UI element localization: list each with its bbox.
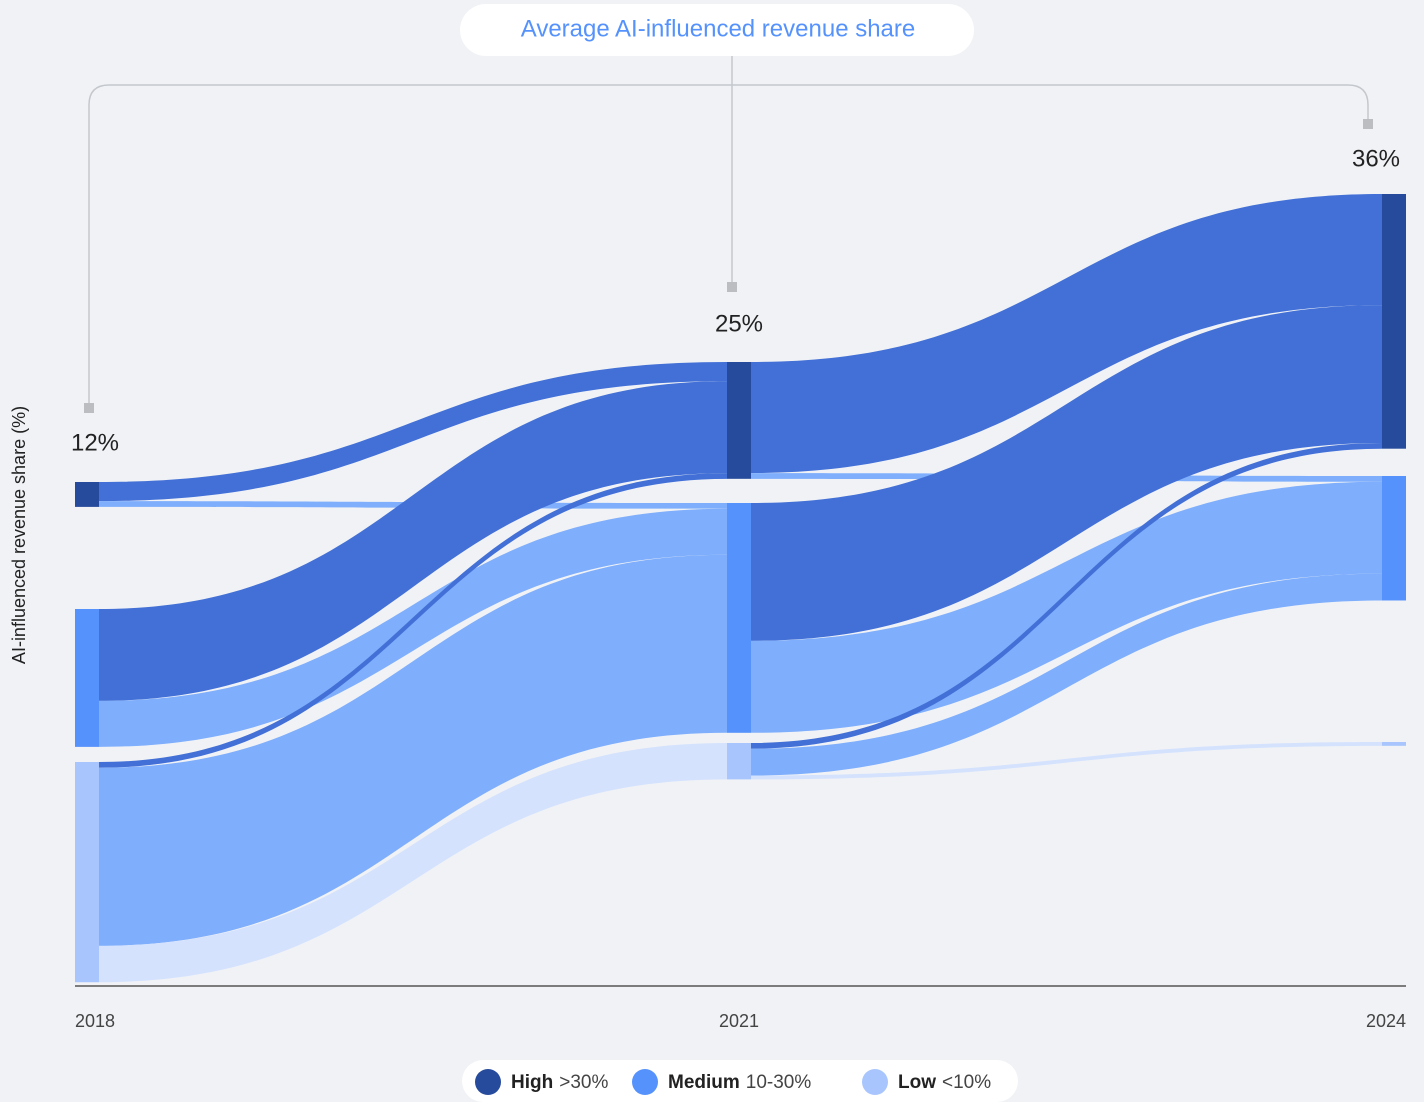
legend-range: <10% bbox=[942, 1072, 991, 1093]
legend-swatch bbox=[475, 1069, 501, 1095]
legend-name: High bbox=[511, 1072, 553, 1093]
node bbox=[75, 762, 99, 983]
average-label: 25% bbox=[715, 310, 763, 337]
x-tick-label: 2021 bbox=[719, 1011, 759, 1031]
node bbox=[727, 362, 751, 479]
average-label: 36% bbox=[1352, 145, 1400, 172]
average-marker bbox=[84, 403, 94, 413]
node bbox=[75, 482, 99, 507]
average-label: 12% bbox=[71, 429, 119, 456]
flow bbox=[751, 194, 1382, 474]
node bbox=[1382, 742, 1406, 746]
legend-name: Low bbox=[898, 1072, 936, 1093]
flow bbox=[99, 508, 727, 747]
x-tick-label: 2024 bbox=[1366, 1011, 1406, 1031]
flow bbox=[751, 573, 1382, 776]
flow bbox=[751, 305, 1382, 641]
flow bbox=[99, 554, 727, 946]
legend: High >30% Medium 10-30% Low <10% bbox=[475, 1069, 991, 1095]
bracket bbox=[88, 84, 1369, 408]
flows bbox=[99, 194, 1382, 983]
flow bbox=[99, 381, 727, 701]
chart-title: Average AI-influenced revenue share bbox=[521, 15, 916, 42]
node bbox=[727, 743, 751, 780]
title-pill bbox=[460, 4, 974, 56]
flow bbox=[99, 362, 727, 502]
flow bbox=[751, 481, 1382, 733]
legend-range: 10-30% bbox=[746, 1072, 812, 1093]
node bbox=[75, 609, 99, 747]
legend-swatch bbox=[632, 1069, 658, 1095]
y-axis-label: AI-influenced revenue share (%) bbox=[9, 406, 29, 664]
flow bbox=[751, 742, 1382, 780]
legend-entry: Low <10% bbox=[898, 1072, 991, 1093]
node bbox=[1382, 476, 1406, 601]
legend-entry: Medium 10-30% bbox=[668, 1072, 811, 1093]
average-marker bbox=[727, 282, 737, 292]
flow bbox=[751, 442, 1382, 749]
legend-name: Medium bbox=[668, 1072, 740, 1093]
x-tick-label: 2018 bbox=[75, 1011, 115, 1031]
node bbox=[727, 503, 751, 733]
legend-swatch bbox=[862, 1069, 888, 1095]
node bbox=[1382, 194, 1406, 449]
flow bbox=[99, 473, 727, 768]
nodes bbox=[75, 194, 1406, 983]
legend-range: >30% bbox=[559, 1072, 608, 1093]
legend-entry: High >30% bbox=[511, 1072, 608, 1093]
average-marker bbox=[1363, 119, 1373, 129]
flow bbox=[99, 743, 727, 983]
